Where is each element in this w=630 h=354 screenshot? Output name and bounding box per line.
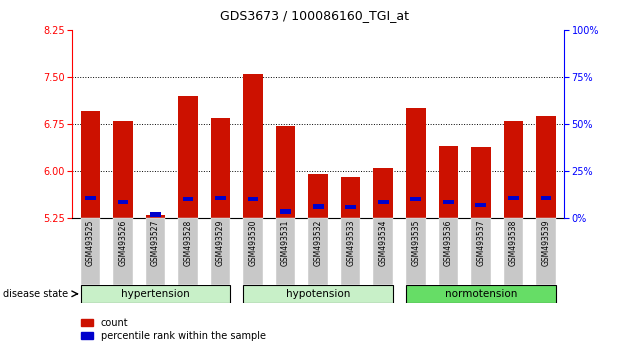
- Text: GSM493534: GSM493534: [379, 220, 387, 266]
- Bar: [410, 197, 421, 201]
- Bar: [536, 116, 556, 218]
- Text: GSM493531: GSM493531: [281, 220, 290, 266]
- Bar: [438, 146, 458, 218]
- Bar: [178, 218, 198, 285]
- Bar: [183, 197, 193, 201]
- Bar: [276, 126, 295, 218]
- Bar: [503, 121, 523, 218]
- Bar: [374, 218, 393, 285]
- Bar: [146, 218, 165, 285]
- Text: GSM493535: GSM493535: [411, 220, 420, 266]
- Text: GSM493538: GSM493538: [509, 220, 518, 266]
- Text: GSM493539: GSM493539: [541, 220, 551, 266]
- Bar: [341, 177, 360, 218]
- Bar: [471, 147, 491, 218]
- Text: GSM493527: GSM493527: [151, 220, 160, 266]
- Bar: [215, 195, 226, 200]
- Bar: [243, 218, 263, 285]
- Bar: [81, 112, 100, 218]
- Text: GSM493532: GSM493532: [314, 220, 323, 266]
- Text: GSM493537: GSM493537: [476, 220, 485, 266]
- Bar: [81, 285, 231, 303]
- Bar: [508, 195, 518, 200]
- Bar: [406, 218, 425, 285]
- Bar: [243, 285, 393, 303]
- Text: GSM493530: GSM493530: [249, 220, 258, 266]
- Bar: [276, 218, 295, 285]
- Text: GSM493526: GSM493526: [118, 220, 127, 266]
- Bar: [113, 218, 133, 285]
- Bar: [85, 195, 96, 200]
- Bar: [443, 200, 454, 204]
- Bar: [309, 218, 328, 285]
- Text: GSM493528: GSM493528: [183, 220, 193, 266]
- Bar: [113, 121, 133, 218]
- Bar: [146, 215, 165, 218]
- Text: GSM493529: GSM493529: [216, 220, 225, 266]
- Bar: [541, 195, 551, 200]
- Text: GSM493533: GSM493533: [346, 220, 355, 266]
- Bar: [150, 212, 161, 217]
- Text: hypotension: hypotension: [286, 289, 350, 299]
- Bar: [280, 209, 291, 214]
- Bar: [178, 96, 198, 218]
- Bar: [345, 205, 356, 209]
- Bar: [406, 108, 425, 218]
- Text: GDS3673 / 100086160_TGI_at: GDS3673 / 100086160_TGI_at: [220, 9, 410, 22]
- Text: GSM493525: GSM493525: [86, 220, 95, 266]
- Bar: [211, 118, 231, 218]
- Bar: [211, 218, 231, 285]
- Bar: [471, 218, 491, 285]
- Bar: [312, 204, 324, 209]
- Bar: [378, 200, 389, 204]
- Bar: [438, 218, 458, 285]
- Bar: [406, 285, 556, 303]
- Bar: [248, 197, 258, 201]
- Bar: [81, 218, 100, 285]
- Legend: count, percentile rank within the sample: count, percentile rank within the sample: [77, 314, 270, 344]
- Text: normotension: normotension: [445, 289, 517, 299]
- Bar: [309, 174, 328, 218]
- Text: disease state: disease state: [3, 289, 68, 299]
- Bar: [341, 218, 360, 285]
- Bar: [243, 74, 263, 218]
- Bar: [536, 218, 556, 285]
- Text: hypertension: hypertension: [121, 289, 190, 299]
- Bar: [476, 203, 486, 207]
- Bar: [374, 168, 393, 218]
- Text: GSM493536: GSM493536: [444, 220, 453, 266]
- Bar: [118, 200, 129, 204]
- Bar: [503, 218, 523, 285]
